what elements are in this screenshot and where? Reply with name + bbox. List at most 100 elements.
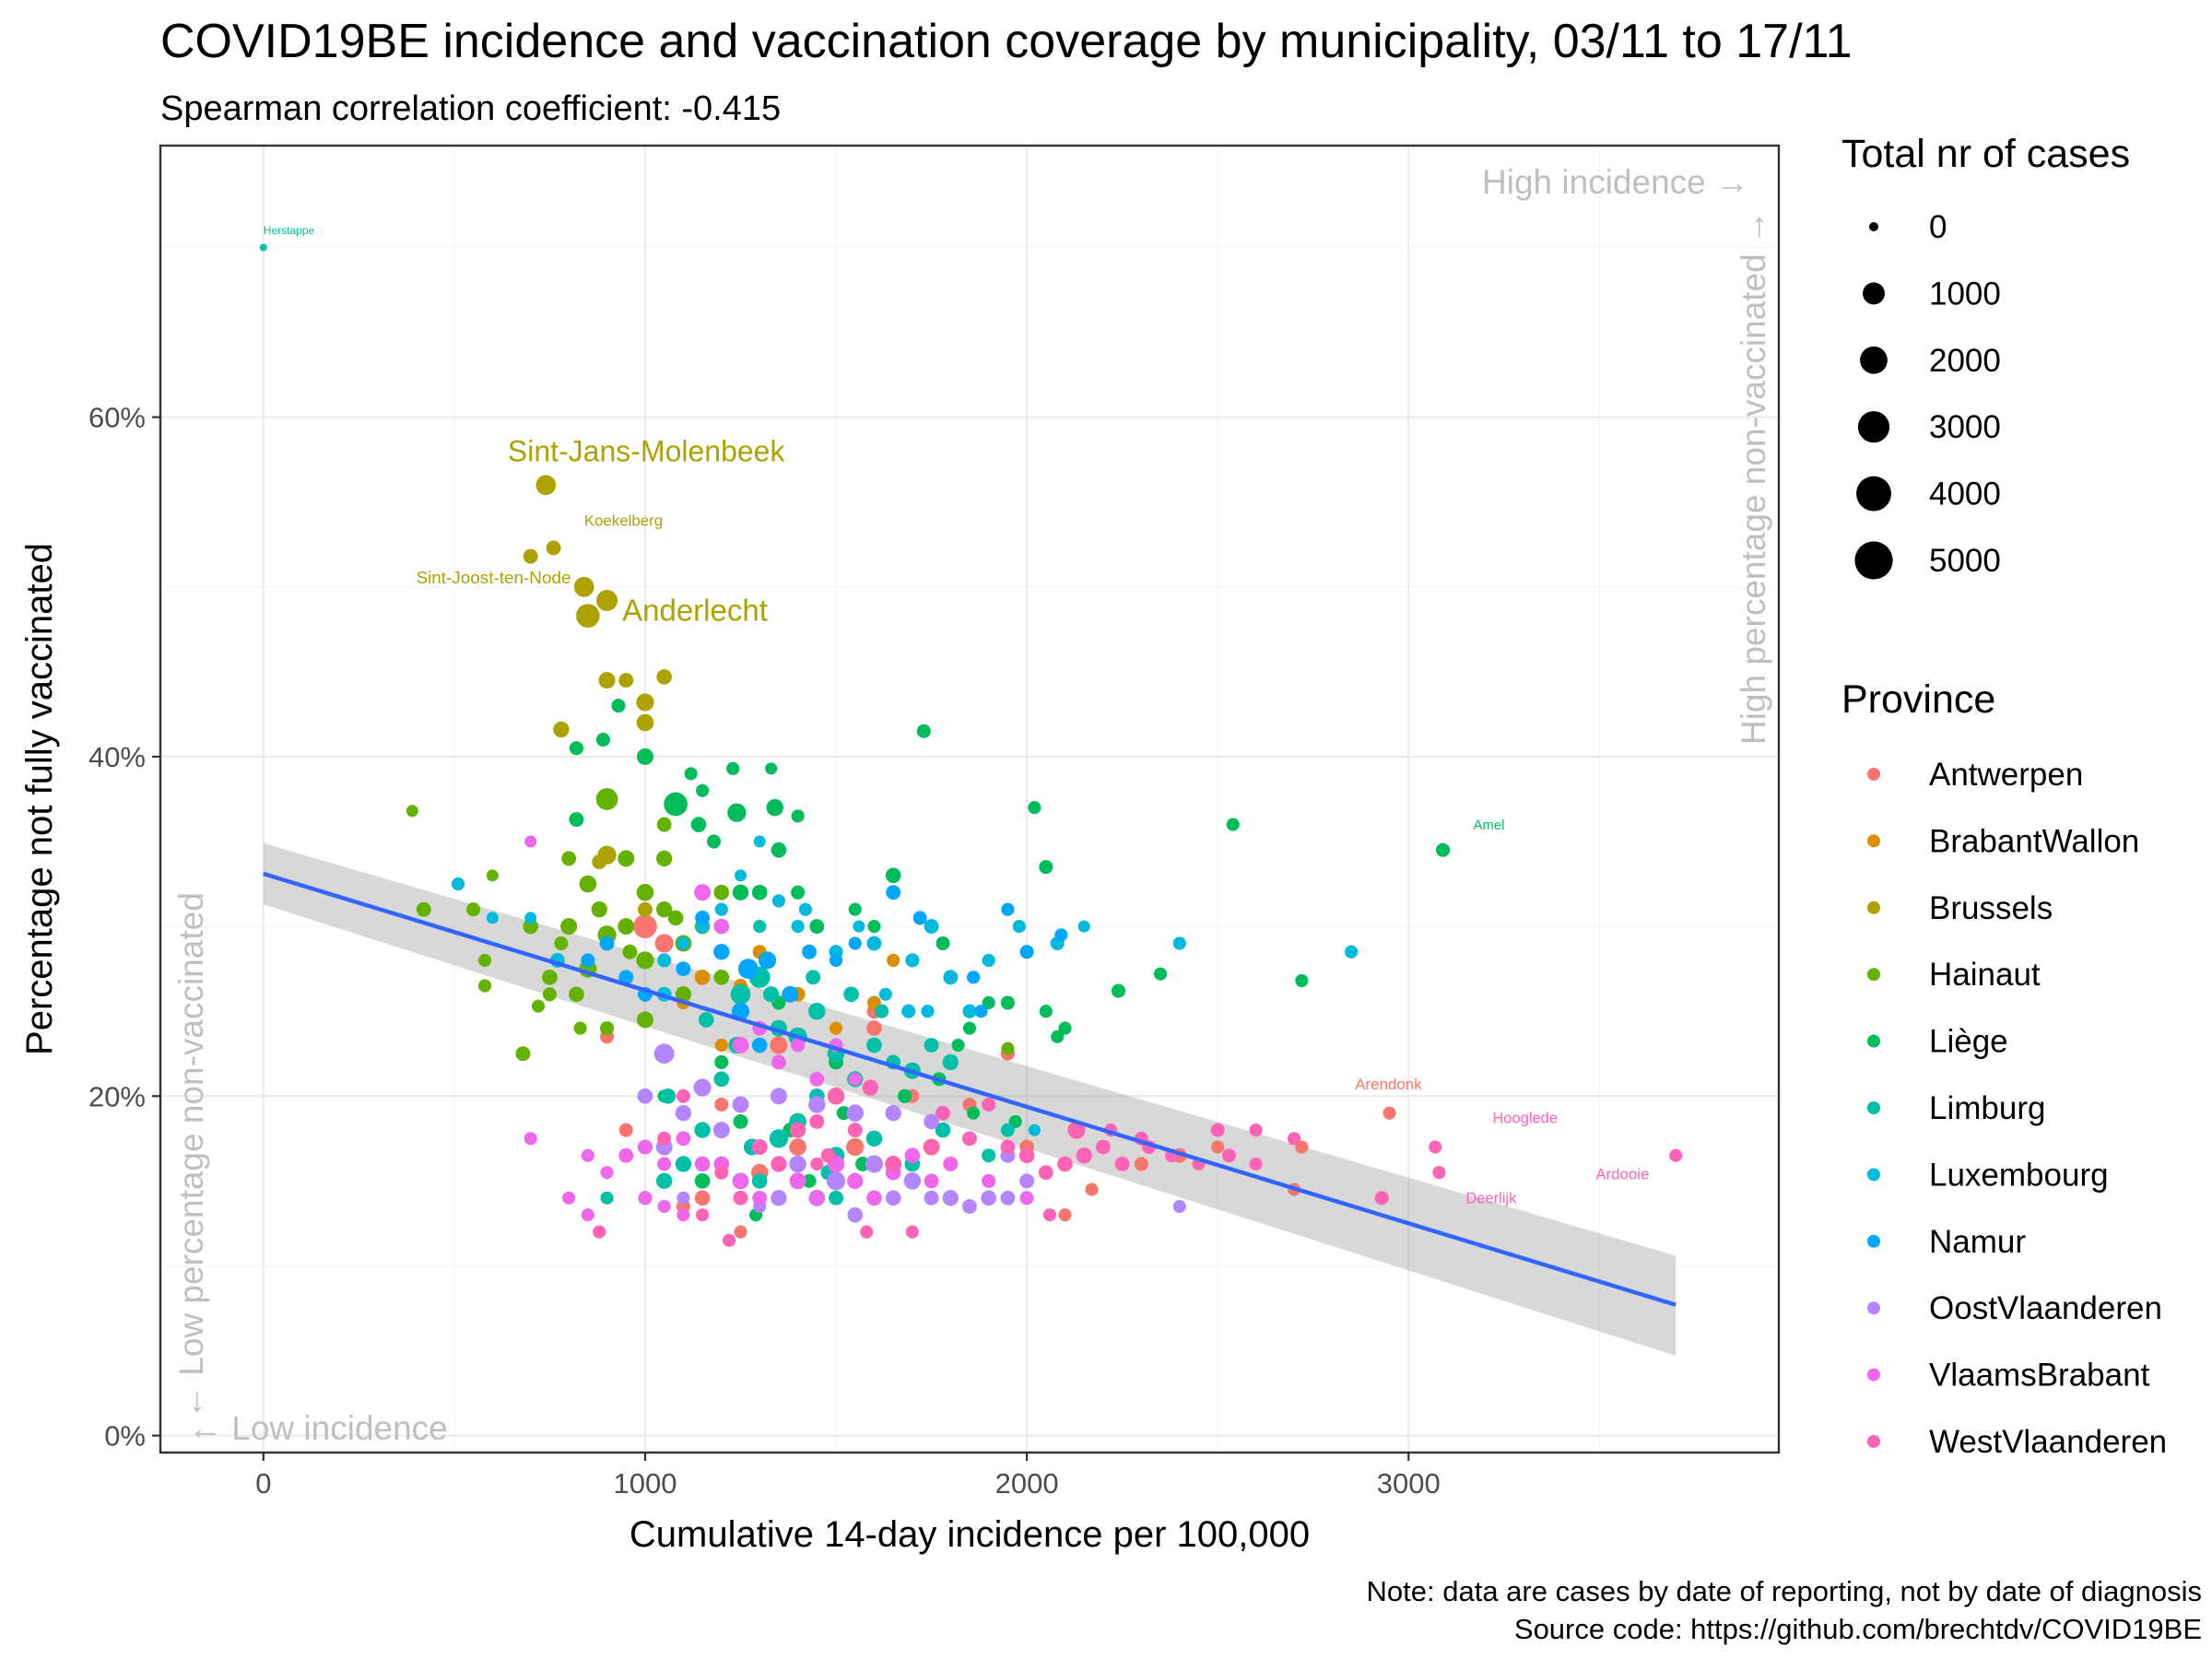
data-point [675,1156,692,1172]
data-point [905,953,920,968]
data-point [618,918,635,935]
data-point [820,1147,836,1163]
data-point [935,1105,950,1121]
data-point [618,1147,634,1163]
province-legend-label: Luxembourg [1929,1157,2109,1193]
data-point [765,762,778,775]
data-point [714,1054,729,1069]
caption-source: Source code: https://github.com/brechtdv… [1514,1613,2202,1645]
data-point [847,1172,864,1190]
data-point [714,1165,729,1180]
data-point [694,1122,711,1138]
data-point [600,1166,614,1180]
data-point [676,1088,690,1103]
data-point [1249,1124,1263,1137]
data-point [732,1096,749,1113]
data-point [924,1038,939,1053]
data-point [1038,1165,1053,1181]
size-legend-label: 0 [1929,209,1947,245]
data-point [982,1097,996,1112]
size-legend-key [1856,476,1891,512]
regression-line [263,871,1677,1307]
series-WestVlaanderen [593,1079,1683,1247]
province-legend-key [1867,1435,1880,1448]
data-point [982,1173,996,1188]
data-point [598,672,616,689]
data-point [1111,983,1126,998]
data-point [843,986,859,1003]
data-point [524,835,537,848]
province-legend-label: VlaamsBrabant [1929,1358,2150,1394]
data-point [618,850,635,867]
data-point [1018,1147,1035,1164]
corner-label-high-nonvax: High percentage non-vaccinated → [1735,210,1772,745]
data-point [636,713,654,732]
data-point [771,1054,786,1070]
point-label: Herstappe [264,224,315,237]
data-point [636,951,654,970]
data-point [951,1038,965,1053]
data-point [867,920,881,934]
data-point [657,1131,672,1146]
data-point [714,1097,729,1112]
point-labels-layer: Herstappe Sint-Jans-Molenbeek Koekelberg Si… [264,224,1650,1207]
data-point [798,902,812,916]
data-point [1249,1157,1263,1171]
data-point [791,809,805,823]
data-point [962,1021,977,1035]
points-layer [259,243,1683,1247]
corner-label-low-incidence: ← Low incidence [188,1409,448,1447]
size-legend-label: 4000 [1929,477,2001,512]
data-point [847,1123,863,1138]
data-point [753,835,766,848]
data-point [599,935,615,951]
point-label: Koekelberg [584,512,663,530]
data-point [771,894,785,908]
x-tick-label: 3000 [1377,1467,1441,1500]
data-point [904,1147,921,1164]
data-point [1295,1140,1309,1154]
data-point [1039,860,1053,875]
data-point [802,944,818,959]
data-point [714,902,728,916]
data-point [1019,1173,1035,1189]
data-point [829,1021,843,1035]
data-point [828,1088,844,1104]
data-point [974,1005,988,1018]
panel-border [159,144,1781,1454]
caption-note: Note: data are cases by date of reportin… [1367,1575,2202,1607]
data-point [962,1199,977,1214]
data-point [596,590,618,612]
data-point [770,1036,788,1054]
size-legend-label: 2000 [1929,343,2001,379]
data-point [694,1173,711,1189]
province-legend-label: Brussels [1929,890,2053,926]
size-legend-key [1854,541,1893,580]
data-point [466,902,481,917]
data-point [1076,1147,1092,1164]
data-point [981,1190,997,1206]
data-point [836,1106,851,1121]
data-point [693,1078,712,1097]
data-point [731,1002,750,1020]
data-point [866,1020,882,1036]
data-point [694,884,712,901]
data-point [866,1190,882,1206]
data-point [735,869,747,882]
data-point [1114,1156,1130,1171]
data-point [751,1037,768,1053]
plot-panel: Herstappe Sint-Jans-Molenbeek Koekelberg Si… [159,144,1781,1454]
data-point [684,767,698,781]
data-point [1028,801,1041,815]
x-tick-label: 2000 [995,1467,1059,1500]
y-tick-label: 60% [88,402,146,434]
data-point [732,884,749,900]
size-legend-label: 5000 [1929,543,2001,579]
data-point [600,1021,615,1036]
data-point [808,1096,826,1113]
data-point [901,1004,916,1018]
series-Brussels [523,475,673,917]
data-point [916,724,931,738]
province-legend-key [1867,1301,1880,1315]
data-point [866,935,882,951]
